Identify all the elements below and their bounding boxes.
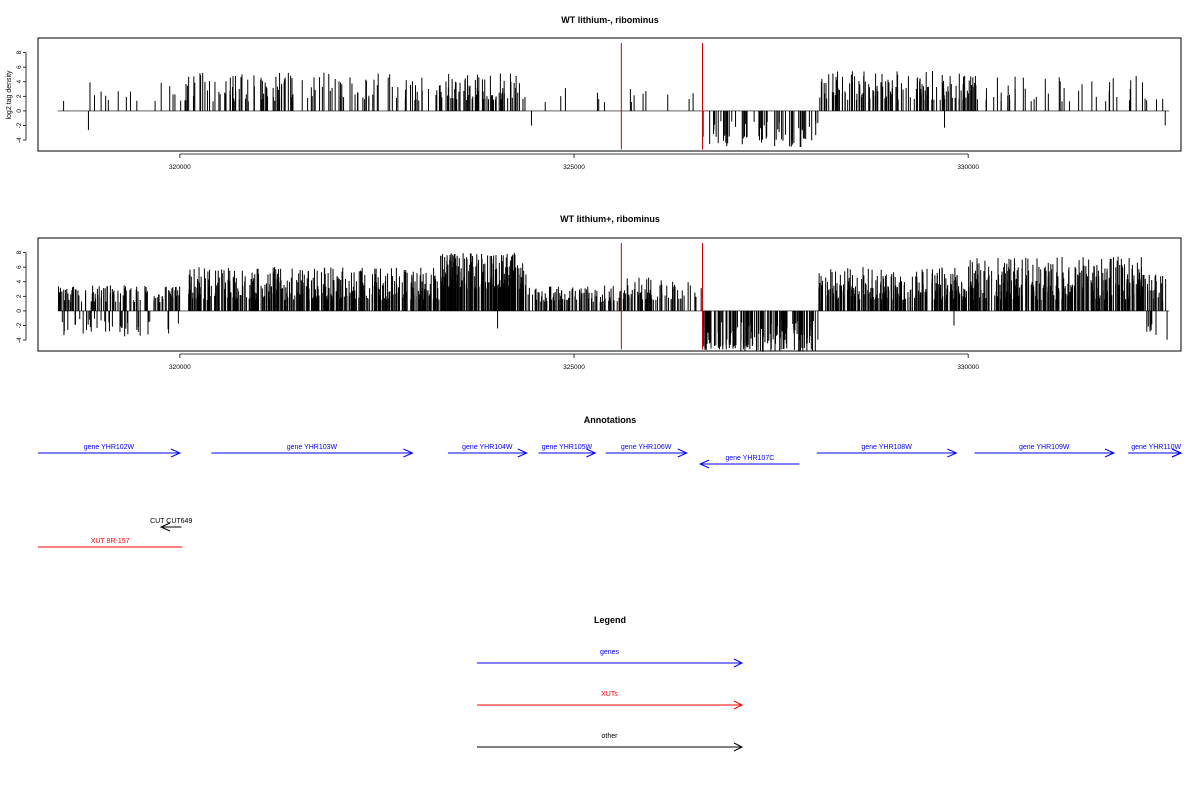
x-tick-label: 320000 <box>169 164 191 171</box>
panel-2-axes: -4 -2 0 2 4 6 8 320000 325000 330000 <box>16 250 979 371</box>
annotations-track: Annotations gene YHR102W gene YHR103W gene… <box>38 415 1183 548</box>
legend-label: other <box>602 733 619 740</box>
feature-gene-yhr105w: gene YHR105W <box>538 444 597 458</box>
feature-cut-cut649: CUT CUT649 <box>150 518 192 532</box>
feature-gene-yhr110w: gene YHR110W <box>1128 444 1183 458</box>
arrow-head-right <box>586 448 597 458</box>
feature-label: gene YHR105W <box>542 444 593 451</box>
track-panel-lithium-minus: WT lithium-, ribominus log2 tag density … <box>6 15 1182 171</box>
arrow-head-right <box>733 700 744 710</box>
feature-label: gene YHR103W <box>287 444 338 451</box>
feature-gene-yhr109w: gene YHR109W <box>974 444 1116 458</box>
feature-label: gene YHR109W <box>1019 444 1070 451</box>
legend-label: XUTs <box>601 691 618 698</box>
panel-1-axes: -4 -2 0 2 4 6 8 320000 325000 330000 <box>16 50 979 171</box>
panel-1-title: WT lithium-, ribominus <box>561 15 659 25</box>
y-tick-label: 8 <box>16 50 23 54</box>
feature-gene-yhr104w: gene YHR104W <box>447 444 528 458</box>
y-tick-label: 4 <box>16 80 23 84</box>
y-tick-label: -4 <box>16 137 23 143</box>
feature-gene-yhr107c: gene YHR107C <box>698 455 800 469</box>
legend-title: Legend <box>594 615 626 625</box>
panel-2-frame <box>37 237 1182 352</box>
arrow-head-right <box>677 448 688 458</box>
y-tick-label: 6 <box>16 265 23 269</box>
feature-label: gene YHR102W <box>84 444 135 451</box>
feature-label: gene YHR107C <box>725 455 774 462</box>
feature-label: gene YHR104W <box>462 444 513 451</box>
feature-label: CUT CUT649 <box>150 518 192 525</box>
feature-gene-yhr102w: gene YHR102W <box>38 444 182 458</box>
track-panel-lithium-plus: WT lithium+, ribominus -4 -2 0 2 4 6 8 320000 32… <box>16 214 1182 371</box>
y-tick-label: 8 <box>16 250 23 254</box>
arrow-head-left <box>159 522 171 532</box>
y-tick-label: -2 <box>16 122 23 128</box>
feature-label: XUT 8R-157 <box>91 538 130 545</box>
feature-xut-8r-157: XUT 8R-157 <box>38 538 183 548</box>
panel-1-ylabel: log2 tag density <box>6 70 13 120</box>
arrow-head-left <box>698 459 710 469</box>
x-tick-label: 330000 <box>957 164 979 171</box>
y-tick-label: 2 <box>16 294 23 298</box>
feature-gene-yhr103w: gene YHR103W <box>211 444 414 458</box>
feature-label: gene YHR110W <box>1131 444 1181 451</box>
feature-gene-yhr106w: gene YHR106W <box>605 444 688 458</box>
arrow-head-right <box>1171 448 1183 458</box>
arrow-head-right <box>517 448 528 458</box>
x-tick-label: 325000 <box>563 164 585 171</box>
arrow-head-right <box>1104 448 1116 458</box>
x-tick-label: 320000 <box>169 364 191 371</box>
panel-1-bars <box>57 43 1170 150</box>
legend-item-other: other <box>477 733 744 752</box>
panel-1-frame <box>37 37 1182 152</box>
arrow-head-right <box>733 742 744 752</box>
arrow-head-right <box>403 448 414 458</box>
legend-items: genes XUTs other <box>477 649 744 752</box>
y-tick-label: 0 <box>16 309 23 313</box>
annotation-features: gene YHR102W gene YHR103W gene YHR104W gene… <box>38 444 1183 548</box>
arrow-head-right <box>733 658 744 668</box>
panel-2-title: WT lithium+, ribominus <box>560 214 660 224</box>
arrow-head-right <box>170 448 182 458</box>
y-tick-label: 4 <box>16 280 23 284</box>
y-tick-label: 2 <box>16 94 23 98</box>
y-tick-label: 0 <box>16 109 23 113</box>
feature-gene-yhr111w: gene YHR111W <box>1171 448 1183 458</box>
arrow-head-right <box>947 448 958 458</box>
annotations-title: Annotations <box>584 415 637 425</box>
feature-label: gene YHR106W <box>621 444 672 451</box>
legend-item-xuts: XUTs <box>477 691 744 710</box>
feature-gene-yhr108w: gene YHR108W <box>816 444 958 458</box>
x-tick-label: 325000 <box>563 364 585 371</box>
legend-item-genes: genes <box>477 649 744 668</box>
y-tick-label: -2 <box>16 322 23 328</box>
y-tick-label: 6 <box>16 65 23 69</box>
legend-label: genes <box>600 649 620 656</box>
feature-label: gene YHR108W <box>861 444 912 451</box>
y-tick-label: -4 <box>16 337 23 343</box>
x-tick-label: 330000 <box>957 364 979 371</box>
legend: Legend genes XUTs other <box>477 615 744 752</box>
panel-2-bars <box>57 243 1170 352</box>
